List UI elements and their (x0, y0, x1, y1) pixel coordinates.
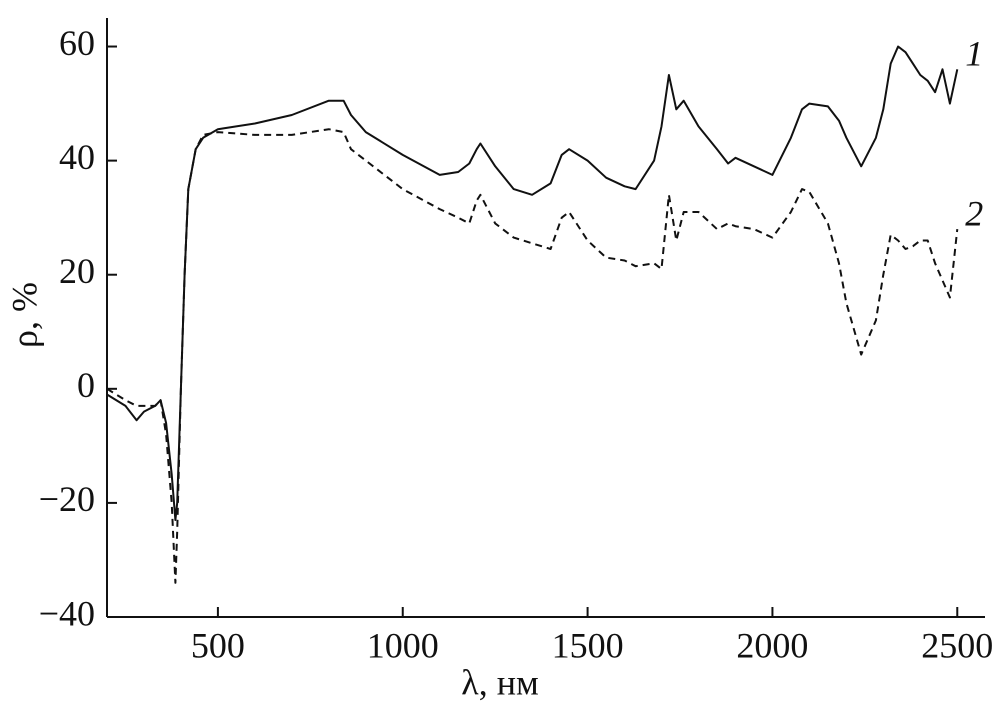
series-label: 2 (965, 193, 983, 233)
x-axis-label: λ, нм (461, 662, 539, 702)
y-tick-label: 0 (77, 365, 95, 405)
series-line (106, 45, 959, 521)
x-tick-label: 2000 (736, 625, 808, 665)
x-tick-label: 500 (191, 625, 245, 665)
y-tick-label: −20 (39, 479, 95, 519)
x-tick-label: 1000 (367, 625, 439, 665)
x-tick-label: 2500 (921, 625, 993, 665)
x-tick-label: 1500 (552, 625, 624, 665)
y-tick-label: 40 (59, 137, 95, 177)
y-tick-label: −40 (39, 593, 95, 633)
y-tick-label: 60 (59, 23, 95, 63)
series-label: 1 (965, 34, 983, 74)
series-line (106, 128, 959, 584)
y-axis-label: ρ, % (4, 282, 44, 348)
y-tick-label: 20 (59, 251, 95, 291)
